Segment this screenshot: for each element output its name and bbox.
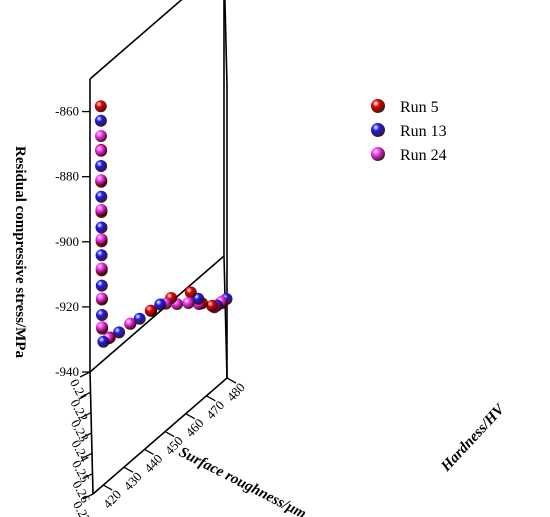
legend-marker: [371, 123, 385, 137]
data-points: [94, 100, 233, 348]
x-tick: [81, 452, 93, 459]
point-run-13: [133, 312, 146, 325]
y-tick-label: 480: [224, 380, 248, 404]
x-tick: [81, 432, 92, 439]
point-run-24: [95, 204, 108, 216]
x-tick: [82, 473, 93, 480]
point-run-24: [95, 174, 108, 187]
point-run-13: [95, 160, 108, 172]
point-run-13: [154, 298, 167, 311]
x-tick: [82, 493, 94, 500]
point-run-13: [97, 335, 110, 348]
y-tick-label: 440: [141, 451, 165, 475]
legend: Run 5 Run 13 Run 24: [371, 99, 447, 164]
x-tick: [80, 412, 92, 419]
y-tick: [144, 448, 154, 455]
point-run-24: [95, 130, 107, 142]
point-run-13: [113, 326, 126, 339]
point-run-24: [96, 321, 109, 334]
legend-label: Run 24: [400, 147, 447, 164]
y-tick-label: 420: [100, 487, 124, 511]
point-run-24: [95, 144, 108, 157]
x-tick: [80, 391, 91, 398]
point-run-13: [95, 221, 108, 234]
point-run-24: [95, 292, 108, 305]
y-tick: [164, 430, 175, 438]
point-run-13: [95, 249, 108, 262]
z-tick-label: -900: [55, 234, 79, 249]
x-tick: [79, 371, 91, 378]
y-axis-title: Hardness/HV: [438, 400, 510, 475]
point-run-24: [95, 233, 108, 246]
legend-marker: [371, 147, 385, 161]
y-tick: [185, 413, 196, 420]
box-edge-8: [224, 0, 228, 86]
x-tick-label: 0.27: [70, 498, 94, 517]
box-edge-1: [89, 255, 225, 373]
y-tick-label: 460: [182, 415, 206, 439]
y-tick: [206, 395, 216, 402]
y-tick: [226, 377, 237, 384]
z-tick-label: -940: [55, 364, 79, 379]
point-run-5: [144, 304, 157, 317]
box-edge-3: [92, 377, 228, 495]
y-tick-label: 470: [203, 398, 227, 422]
box-edge-6: [89, 0, 183, 80]
point-run-13: [95, 190, 108, 203]
z-tick-label: -860: [55, 104, 79, 119]
point-run-13: [96, 309, 108, 321]
point-run-5: [184, 286, 197, 299]
z-tick-label: -880: [55, 169, 79, 184]
axis-box: [89, 0, 228, 495]
point-run-13: [95, 279, 108, 292]
z-axis-title: Residual compressive stress/MPa: [12, 146, 28, 358]
point-run-5: [206, 299, 219, 312]
point-run-5: [94, 100, 107, 113]
y-tick: [102, 484, 113, 491]
x-axis-title: Surface roughness/μm: [176, 444, 308, 517]
legend-label: Run 13: [400, 123, 447, 140]
legend-marker: [371, 99, 385, 113]
y-tick-label: 430: [120, 469, 144, 493]
z-tick-label: -920: [55, 299, 79, 314]
point-run-24: [124, 317, 137, 330]
point-run-24: [182, 297, 195, 309]
point-run-13: [94, 114, 107, 127]
point-run-24: [95, 262, 108, 275]
y-tick: [123, 466, 134, 473]
legend-label: Run 5: [400, 99, 439, 116]
